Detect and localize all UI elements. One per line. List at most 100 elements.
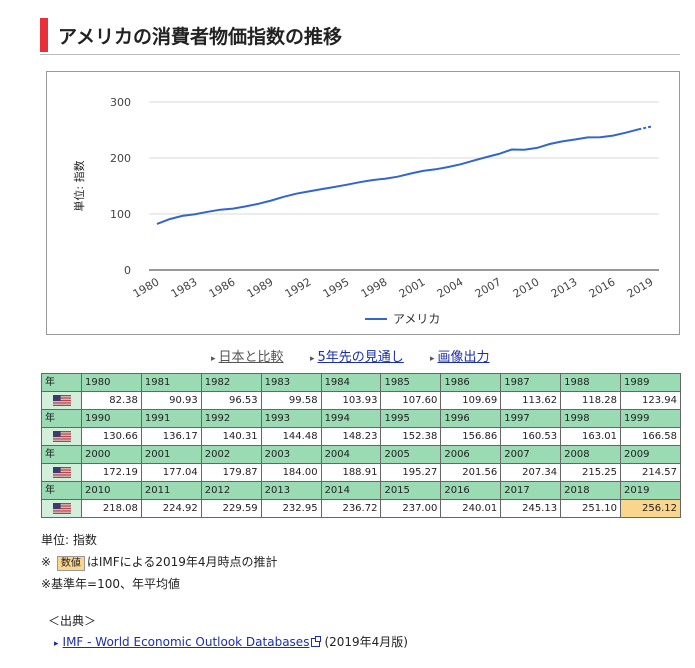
estimate-badge: 数値: [56, 556, 85, 571]
line-chart: 0 100 200 300 単位: 指数 1980 1983 1986 1989 1992 1995…: [72, 96, 659, 326]
y-tick-label: 0: [124, 264, 131, 277]
x-tick-label: 1992: [283, 275, 314, 300]
year-cell: 2007: [500, 445, 562, 464]
year-cell: 2006: [440, 445, 502, 464]
value-cell: 177.04: [140, 463, 202, 482]
country-cell: [41, 427, 82, 446]
us-flag-icon: [52, 502, 71, 514]
value-cell: 218.08: [81, 499, 142, 518]
x-tick-label: 1989: [245, 275, 276, 300]
year-cell: 1990: [81, 409, 142, 428]
external-link-icon: [311, 636, 322, 647]
year-cell: 1981: [140, 373, 202, 392]
country-cell: [41, 391, 82, 410]
value-cell: 184.00: [260, 463, 322, 482]
year-header-row: 年 1990 1991 1992 1993 1994 1995 1996 1997 1998 199…: [41, 409, 681, 428]
year-header-label: 年: [41, 445, 82, 464]
x-tick-label: 1986: [207, 275, 238, 300]
year-cell: 1987: [500, 373, 562, 392]
value-cell: 236.72: [320, 499, 382, 518]
chart-container: 0 100 200 300 単位: 指数 1980 1983 1986 1989 1992 1995…: [46, 71, 680, 335]
value-cell: 99.58: [260, 391, 322, 410]
value-cell: 148.23: [320, 427, 382, 446]
year-cell: 1982: [200, 373, 262, 392]
year-cell: 2008: [560, 445, 622, 464]
imf-source-link[interactable]: IMF - World Economic Outlook Databases: [62, 635, 310, 649]
year-header-label: 年: [41, 481, 82, 500]
us-flag-icon: [52, 466, 71, 478]
page-title: アメリカの消費者物価指数の推移: [58, 26, 343, 48]
value-cell: 109.69: [440, 391, 502, 410]
value-cell: 103.93: [320, 391, 382, 410]
year-cell: 1980: [81, 373, 142, 392]
title-section: アメリカの消費者物価指数の推移: [40, 16, 680, 55]
x-tick-label: 2016: [587, 275, 618, 300]
value-cell: 245.13: [500, 499, 562, 518]
year-header-row: 年 2000 2001 2002 2003 2004 2005 2006 2007 2008 200…: [41, 445, 681, 464]
value-cell: 195.27: [380, 463, 442, 482]
year-cell: 1991: [140, 409, 202, 428]
year-cell: 1993: [260, 409, 322, 428]
value-cell: 156.86: [440, 427, 502, 446]
value-cell: 166.58: [620, 427, 681, 446]
country-cell: [41, 499, 82, 518]
x-tick-label: 1998: [359, 275, 390, 300]
y-tick-label: 200: [110, 152, 131, 165]
x-tick-label: 2010: [511, 275, 542, 300]
us-flag-icon: [52, 430, 71, 442]
year-cell: 2009: [620, 445, 681, 464]
value-row: 130.66 136.17 140.31 144.48 148.23 152.38 156.…: [41, 427, 681, 446]
y-tick-label: 100: [110, 208, 131, 221]
arrow-right-icon: ▸: [430, 354, 435, 364]
x-tick-label: 2013: [549, 275, 580, 300]
year-cell: 2013: [260, 481, 322, 500]
cpi-data-table: 年 1980 1981 1982 1983 1984 1985 1986 1987 1988 198…: [41, 373, 681, 518]
year-cell: 1989: [620, 373, 681, 392]
five-year-forecast-link[interactable]: ▸ 5年先の見通し: [310, 350, 404, 365]
value-cell: 188.91: [320, 463, 382, 482]
value-cell: 123.94: [620, 391, 681, 410]
value-cell: 201.56: [440, 463, 502, 482]
year-cell: 1984: [320, 373, 382, 392]
x-tick-label: 2007: [473, 275, 504, 300]
notes-section: 単位: 指数 ※ 数値 はIMFによる2019年4月時点の推計 ※基準年=100、…: [41, 532, 278, 598]
year-cell: 2012: [200, 481, 262, 500]
value-cell: 229.59: [200, 499, 262, 518]
year-cell: 1998: [560, 409, 622, 428]
source-heading: ＜出典＞: [48, 614, 97, 628]
y-axis-label: 単位: 指数: [72, 160, 86, 211]
value-cell: 214.57: [620, 463, 681, 482]
value-cell: 179.87: [200, 463, 262, 482]
value-cell: 113.62: [500, 391, 562, 410]
value-cell: 136.17: [140, 427, 202, 446]
value-cell: 172.19: [81, 463, 142, 482]
us-flag-icon: [52, 394, 71, 406]
year-cell: 1985: [380, 373, 442, 392]
arrow-right-icon: ▸: [310, 354, 315, 364]
year-cell: 2003: [260, 445, 322, 464]
year-header-label: 年: [41, 409, 82, 428]
year-header-row: 年 2010 2011 2012 2013 2014 2015 2016 2017 2018 201…: [41, 481, 681, 500]
year-cell: 2002: [200, 445, 262, 464]
image-export-link[interactable]: ▸ 画像出力: [430, 350, 490, 365]
value-cell: 215.25: [560, 463, 622, 482]
value-cell: 130.66: [81, 427, 142, 446]
x-tick-label: 2019: [625, 275, 656, 300]
x-tick-label: 2004: [435, 275, 466, 300]
year-cell: 2016: [440, 481, 502, 500]
value-cell: 160.53: [500, 427, 562, 446]
arrow-right-icon: ▸: [211, 354, 216, 364]
year-cell: 2010: [81, 481, 142, 500]
year-cell: 2000: [81, 445, 142, 464]
value-cell: 232.95: [260, 499, 322, 518]
value-cell: 152.38: [380, 427, 442, 446]
year-cell: 1992: [200, 409, 262, 428]
series-line: [156, 128, 639, 225]
compare-japan-link[interactable]: ▸ 日本と比較: [211, 350, 284, 365]
year-cell: 2005: [380, 445, 442, 464]
value-cell: 96.53: [200, 391, 262, 410]
value-cell: 240.01: [440, 499, 502, 518]
chart-links: ▸ 日本と比較 ▸ 5年先の見通し ▸ 画像出力: [0, 346, 695, 365]
source-version: (2019年4月版): [324, 635, 408, 649]
year-cell: 2015: [380, 481, 442, 500]
